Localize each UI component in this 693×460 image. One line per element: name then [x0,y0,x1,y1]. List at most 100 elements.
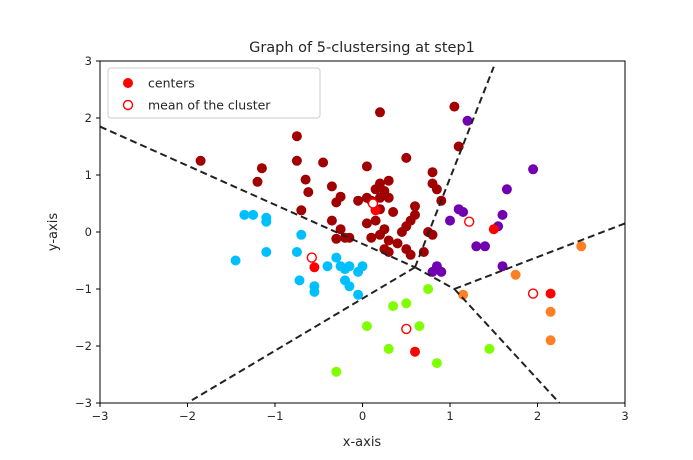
cluster-mean-point [367,198,379,209]
data-point [392,238,403,249]
cluster-mean-point [306,252,317,263]
data-point [370,215,381,226]
cluster-mean-point [464,216,475,227]
data-point [195,155,206,166]
axes: −3 −2 −1 0 1 2 3 −3 −2 −1 0 1 2 3 [75,54,629,423]
data-point [484,343,495,354]
data-point [344,281,355,292]
data-point [431,184,442,195]
boundary-line [414,66,495,268]
plot-area [100,66,625,403]
data-point [427,167,438,178]
data-point [410,209,420,220]
data-point [383,247,394,257]
data-point [291,131,302,142]
x-tick-label: −3 [92,409,109,423]
data-point [252,176,263,187]
data-point [383,175,394,186]
data-point [361,161,372,172]
data-point [326,181,337,192]
data-point [545,335,556,346]
y-tick-label: 2 [85,111,92,125]
data-point [239,209,250,220]
data-point [388,207,399,217]
data-point [383,235,394,246]
data-point [427,266,438,277]
legend-box [107,67,321,119]
legend: centers mean of the cluster [107,67,321,119]
data-point [291,247,302,257]
data-point [375,107,385,118]
data-point [383,343,394,354]
center-point [309,262,320,273]
cluster-mean-point [527,288,539,299]
data-point [256,163,267,174]
y-tick-label: 1 [85,168,92,182]
data-point [361,321,372,332]
data-point [383,192,394,203]
data-point [335,224,346,235]
data-point [453,141,464,152]
data-point [309,286,320,297]
data-point [318,157,329,168]
y-axis-label: y-axis [46,213,61,251]
data-point [379,224,390,235]
data-point [248,209,259,220]
data-point [471,241,482,252]
data-point [303,187,314,198]
data-point [480,241,490,252]
plot-clip-group [100,66,625,403]
data-point [401,152,412,163]
data-point [401,298,412,309]
data-point [576,241,587,252]
data-point [375,178,385,189]
y-tick-label: −2 [75,339,92,353]
data-point [296,205,307,216]
data-point [414,321,425,332]
data-point [423,284,434,294]
data-point [458,207,469,217]
data-point [497,209,508,220]
legend-marker [123,78,133,88]
data-point [528,164,539,175]
data-point [418,247,429,257]
data-point [375,192,385,203]
x-tick-label: −1 [267,409,284,423]
data-point [331,252,342,263]
data-point [431,358,442,369]
data-point [344,261,355,272]
data-point [353,289,364,300]
x-tick-label: 1 [446,409,453,423]
data-point [361,218,372,229]
y-tick-label: 0 [85,225,92,239]
data-point [294,275,305,286]
data-point [497,261,508,272]
data-point [331,197,342,208]
center-point [488,224,499,235]
data-point [410,201,420,212]
center-point [410,346,420,357]
boundary-line [414,266,455,290]
data-point [300,174,311,185]
cluster-mean-point [401,323,412,335]
data-point [261,247,272,257]
data-point [331,366,342,377]
data-point [545,306,556,317]
data-point [322,261,333,272]
x-tick-label: −2 [179,409,196,423]
x-tick-label: 2 [534,409,541,423]
y-tick-label: −1 [75,282,92,296]
legend-marker [122,99,134,111]
data-point [291,155,302,166]
legend-label: centers [148,76,195,91]
data-point [462,115,473,126]
data-point [326,215,337,226]
data-point [366,232,377,243]
data-point [510,269,521,280]
x-tick-label: 0 [359,409,366,423]
data-point [353,195,364,206]
chart-title: Graph of 5-clustersing at step1 [249,40,475,56]
data-point [501,184,512,195]
